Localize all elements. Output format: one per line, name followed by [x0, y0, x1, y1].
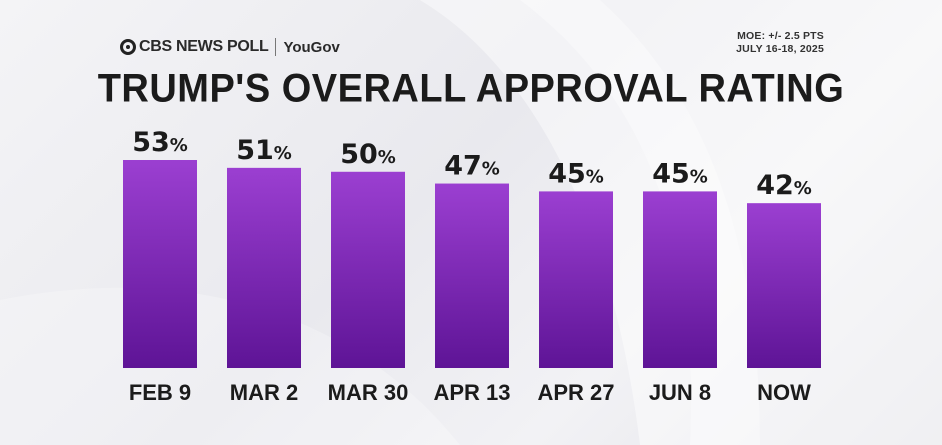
category-label: MAR 2 [230, 380, 298, 405]
category-label: FEB 9 [129, 380, 191, 405]
category-label: APR 13 [433, 380, 510, 405]
category-label: MAR 30 [328, 380, 409, 405]
category-label: JUN 8 [649, 380, 711, 405]
bar-apr-27 [539, 191, 613, 368]
poll-branding: CBS NEWS POLL YouGov [120, 34, 340, 60]
bar-apr-13 [435, 183, 509, 368]
brand-label: CBS NEWS POLL [139, 38, 269, 55]
partner-label: YouGov [283, 38, 340, 56]
cbs-eye-icon [120, 39, 136, 55]
value-label: 45% [652, 158, 708, 189]
category-label: NOW [757, 380, 811, 405]
bar-jun-8 [643, 191, 717, 368]
margin-of-error: MOE: +/- 2.5 PTS JULY 16-18, 2025 [736, 30, 824, 56]
bar-mar-30 [331, 171, 405, 368]
value-label: 47% [444, 151, 500, 182]
bar-now [747, 203, 821, 368]
moe-line: MOE: +/- 2.5 PTS [737, 30, 824, 42]
value-label: 51% [236, 135, 292, 166]
brand-divider [275, 38, 277, 56]
bar-feb-9 [123, 160, 197, 368]
bar-mar-2 [227, 167, 301, 368]
chart-title: TRUMP'S OVERALL APPROVAL RATING [97, 66, 845, 112]
poll-dates: JULY 16-18, 2025 [736, 43, 824, 55]
value-label: 50% [340, 139, 396, 170]
value-label: 42% [756, 170, 812, 201]
value-label: 45% [548, 158, 604, 189]
category-label: APR 27 [537, 380, 614, 405]
value-label: 53% [132, 127, 188, 158]
